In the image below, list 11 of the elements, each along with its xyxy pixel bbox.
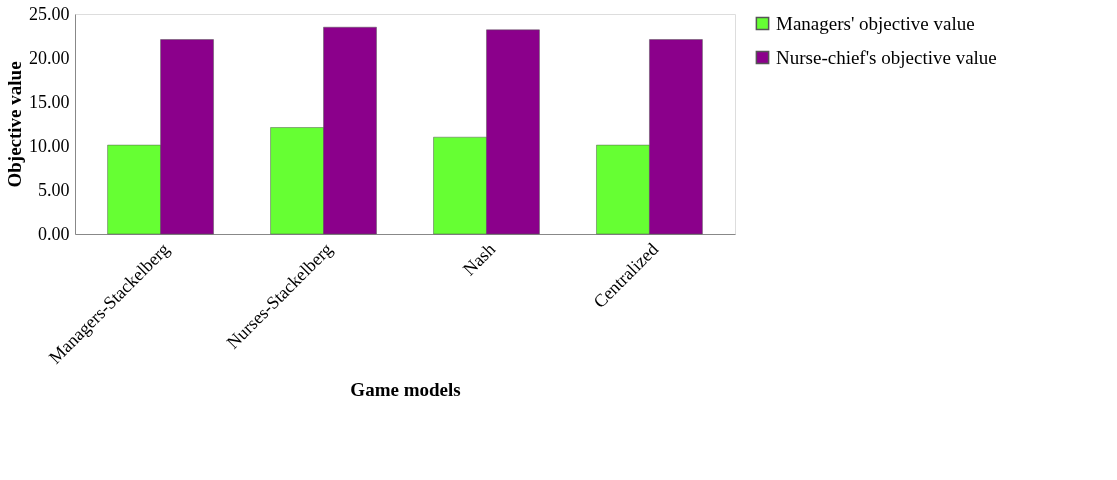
y-tick-label: 20.00 xyxy=(29,47,70,68)
y-tick-label: 10.00 xyxy=(29,135,70,156)
y-tick-label: 15.00 xyxy=(29,91,70,112)
x-axis-title: Game models xyxy=(350,379,461,401)
x-tick-label: Nash xyxy=(458,239,500,280)
y-tick-label: 0.00 xyxy=(38,223,70,244)
y-axis-title: Objective value xyxy=(4,61,25,188)
y-tick-label: 25.00 xyxy=(29,3,70,24)
y-tick-label: 5.00 xyxy=(38,179,70,200)
legend-label: Managers' objective value xyxy=(776,12,975,34)
legend-label: Nurse-chief's objective value xyxy=(776,46,997,68)
